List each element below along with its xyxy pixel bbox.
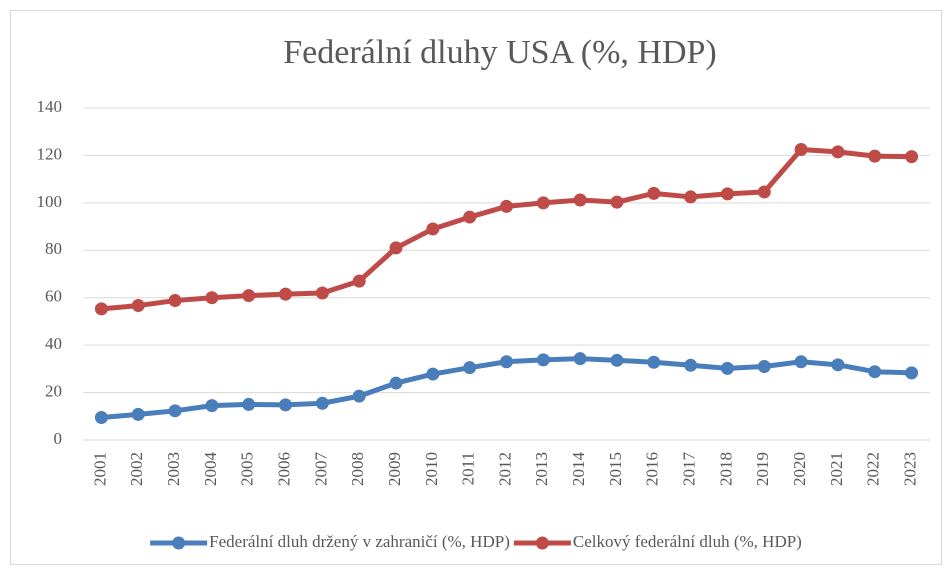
data-point — [610, 353, 624, 367]
data-point — [205, 291, 219, 305]
x-tick-label: 2014 — [569, 452, 588, 487]
legend-item: Federální dluh držený v zahraničí (%, HD… — [150, 532, 510, 551]
data-point — [794, 143, 808, 156]
x-tick-label: 2001 — [90, 452, 109, 486]
y-tick-label: 40 — [45, 334, 62, 353]
data-point — [205, 399, 219, 413]
data-point — [720, 361, 734, 375]
data-point — [831, 145, 845, 159]
x-tick-label: 2015 — [606, 452, 625, 486]
data-point — [831, 358, 845, 372]
x-tick-label: 2018 — [716, 452, 735, 486]
data-point — [610, 195, 624, 209]
x-tick-label: 2022 — [864, 452, 883, 486]
data-point — [500, 355, 513, 369]
data-point — [463, 210, 477, 224]
data-point — [463, 361, 477, 375]
x-tick-label: 2007 — [311, 452, 330, 487]
data-point — [905, 150, 919, 164]
data-point — [131, 299, 145, 313]
x-tick-label: 2019 — [753, 452, 772, 486]
data-point — [905, 366, 919, 380]
y-tick-label: 60 — [45, 287, 62, 306]
x-tick-label: 2017 — [680, 452, 699, 487]
data-point — [279, 287, 293, 301]
data-point — [573, 352, 587, 366]
y-tick-label: 100 — [37, 192, 63, 211]
data-point — [389, 241, 403, 255]
x-tick-label: 2021 — [827, 452, 846, 486]
data-point — [647, 186, 661, 200]
x-tick-label: 2009 — [385, 452, 404, 486]
x-tick-label: 2012 — [495, 452, 514, 486]
legend-label: Celkový federální dluh (%, HDP) — [573, 532, 802, 551]
data-point — [868, 149, 882, 163]
data-point — [389, 376, 403, 390]
data-point — [426, 222, 440, 236]
data-point — [536, 196, 550, 210]
x-tick-label: 2002 — [127, 452, 146, 486]
data-point — [573, 193, 587, 207]
x-tick-label: 2011 — [459, 452, 478, 485]
x-tick-label: 2010 — [422, 452, 441, 486]
data-point — [426, 367, 440, 381]
data-point — [868, 365, 882, 379]
data-point — [720, 187, 734, 201]
y-tick-label: 120 — [37, 144, 63, 163]
data-point — [757, 185, 771, 199]
data-point — [536, 353, 550, 367]
data-point — [94, 410, 108, 424]
y-tick-label: 0 — [54, 429, 63, 448]
data-point — [684, 190, 698, 204]
y-tick-label: 140 — [37, 97, 63, 116]
x-tick-label: 2016 — [643, 452, 662, 486]
data-point — [242, 397, 256, 411]
data-point — [279, 398, 293, 412]
data-point — [352, 389, 366, 403]
legend-label: Federální dluh držený v zahraničí (%, HD… — [209, 532, 510, 551]
x-tick-label: 2008 — [348, 452, 367, 486]
x-tick-label: 2005 — [238, 452, 257, 486]
x-tick-label: 2003 — [164, 452, 183, 486]
data-point — [794, 355, 808, 369]
data-point — [757, 359, 771, 373]
data-point — [94, 302, 108, 316]
data-point — [242, 289, 256, 303]
x-tick-label: 2004 — [201, 452, 220, 487]
data-point — [131, 407, 145, 421]
legend-item: Celkový federální dluh (%, HDP) — [513, 532, 802, 551]
data-point — [500, 199, 513, 213]
data-point — [168, 404, 182, 418]
x-tick-label: 2006 — [274, 452, 293, 486]
data-point — [684, 358, 698, 372]
y-tick-label: 20 — [45, 381, 62, 400]
legend-marker — [535, 536, 549, 550]
data-point — [315, 286, 329, 300]
data-point — [168, 294, 182, 308]
data-point — [352, 274, 366, 288]
data-point — [315, 396, 329, 410]
legend-marker — [172, 536, 186, 550]
chart-border — [10, 10, 942, 565]
x-tick-label: 2023 — [900, 452, 919, 486]
x-tick-label: 2013 — [532, 452, 551, 486]
y-tick-label: 80 — [45, 239, 62, 258]
data-point — [647, 355, 661, 369]
x-tick-label: 2020 — [790, 452, 809, 486]
chart-title: Federální dluhy USA (%, HDP) — [283, 34, 716, 71]
